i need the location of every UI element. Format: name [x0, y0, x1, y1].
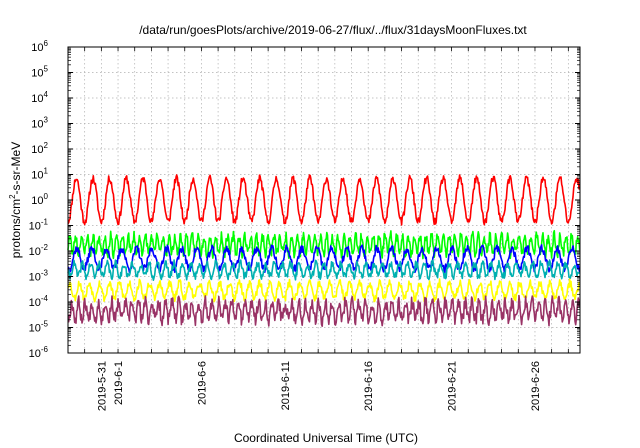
y-tick-exponent: 0 [44, 192, 49, 201]
series-line [67, 244, 581, 274]
x-tick-label: 2019-6-16 [363, 361, 375, 411]
y-axis-label-superscript: 2 [8, 194, 17, 199]
y-tick-base: 10 [29, 323, 41, 335]
y-tick-base: 10 [31, 93, 43, 105]
x-tick-label: 2019-6-21 [447, 361, 459, 411]
x-tick-label: 2019-6-26 [530, 361, 542, 411]
y-tick-label: 10-5 [29, 320, 49, 335]
y-tick-label: 10-3 [29, 269, 49, 284]
y-tick-exponent: 5 [44, 65, 49, 74]
y-tick-label: 102 [31, 141, 48, 156]
y-tick-base: 10 [31, 68, 43, 80]
y-tick-exponent: 4 [44, 90, 49, 99]
series-line [67, 174, 580, 226]
series-line [67, 229, 581, 260]
y-tick-label: 105 [31, 65, 48, 80]
y-tick-exponent: 3 [44, 116, 49, 125]
y-tick-base: 10 [31, 144, 43, 156]
y-tick-label: 10-4 [29, 294, 49, 309]
y-tick-label: 10-6 [29, 345, 49, 360]
y-tick-base: 10 [29, 297, 41, 309]
y-axis-label-main: protons/cm [9, 199, 23, 258]
y-tick-label: 106 [31, 39, 48, 54]
y-tick-base: 10 [31, 119, 43, 131]
x-tick-label: 2019-5-31 [96, 361, 108, 411]
chart-title: /data/run/goesPlots/archive/2019-06-27/f… [139, 23, 527, 37]
y-tick-base: 10 [31, 170, 43, 182]
y-tick-base: 10 [29, 348, 41, 360]
series-line [67, 278, 581, 303]
series-group [67, 174, 581, 328]
y-tick-base: 10 [29, 221, 41, 233]
y-tick-exponent: -1 [41, 218, 49, 227]
y-tick-exponent: -3 [41, 269, 49, 278]
y-axis-label-tail: -s-sr-MeV [9, 142, 23, 195]
y-tick-base: 10 [29, 272, 41, 284]
y-tick-exponent: 2 [44, 141, 49, 150]
y-tick-label: 101 [31, 167, 48, 182]
y-tick-label: 100 [31, 192, 48, 207]
y-tick-label: 10-2 [29, 243, 49, 258]
y-tick-base: 10 [31, 195, 43, 207]
x-tick-label: 2019-6-11 [280, 361, 292, 410]
y-tick-base: 10 [31, 42, 43, 54]
y-tick-exponent: 1 [44, 167, 49, 176]
x-tick-label: 2019-6-1 [113, 361, 125, 405]
y-tick-exponent: -5 [41, 320, 49, 329]
x-axis-label: Coordinated Universal Time (UTC) [234, 431, 418, 445]
y-tick-exponent: -6 [41, 345, 49, 354]
y-tick-label: 10-1 [29, 218, 49, 233]
y-tick-exponent: 6 [44, 39, 49, 48]
grid-lines [67, 47, 580, 353]
y-tick-base: 10 [29, 246, 41, 258]
y-axis: 10610510410310210110010-110-210-310-410-… [29, 39, 580, 360]
y-tick-label: 104 [31, 90, 48, 105]
series-line [67, 259, 581, 282]
series-line [67, 294, 581, 328]
y-axis-label: protons/cm2-s-sr-MeV [8, 142, 23, 258]
x-tick-label: 2019-6-6 [196, 361, 208, 405]
y-tick-label: 103 [31, 116, 48, 131]
y-tick-exponent: -2 [41, 243, 49, 252]
y-tick-exponent: -4 [41, 294, 49, 303]
x-axis: 2019-5-31 2019-6-1 2019-6-6 2019-6-11 2019-6… [67, 47, 569, 411]
